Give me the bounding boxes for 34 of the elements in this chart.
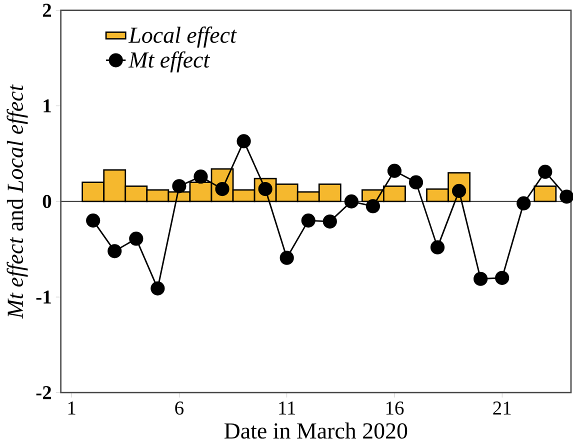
point xyxy=(430,240,445,255)
x-tick-label: 1 xyxy=(68,402,76,415)
legend-label: Local effect xyxy=(128,26,237,48)
y-tick-label: 2 xyxy=(42,4,52,17)
point xyxy=(172,179,186,194)
x-tick-label: 21 xyxy=(493,402,511,415)
y-axis-title: Mt effect and Local effect xyxy=(6,84,28,320)
point xyxy=(538,164,552,180)
x-tick-label: 11 xyxy=(279,402,296,415)
point xyxy=(129,232,144,246)
point xyxy=(344,194,358,209)
point xyxy=(474,272,488,286)
y-tick-label: -1 xyxy=(36,290,51,304)
point xyxy=(408,176,424,190)
point xyxy=(86,214,100,228)
legend-label: Mt effect xyxy=(128,52,210,73)
point xyxy=(280,251,294,266)
point xyxy=(366,199,380,214)
point xyxy=(194,170,208,184)
point xyxy=(236,134,251,149)
point xyxy=(108,244,122,258)
point xyxy=(495,271,510,286)
point xyxy=(301,214,316,228)
x-tick-label: 6 xyxy=(175,402,184,415)
y-tick-label: 1 xyxy=(44,100,51,113)
y-tick-label: 0 xyxy=(42,195,52,208)
point xyxy=(387,164,402,178)
y-tick-label: -2 xyxy=(36,386,52,400)
x-tick-label: 16 xyxy=(386,402,404,415)
point xyxy=(516,196,531,211)
point xyxy=(150,282,165,296)
x-axis-title: Date in March 2020 xyxy=(224,422,408,439)
bar xyxy=(534,186,557,202)
point xyxy=(322,214,337,229)
